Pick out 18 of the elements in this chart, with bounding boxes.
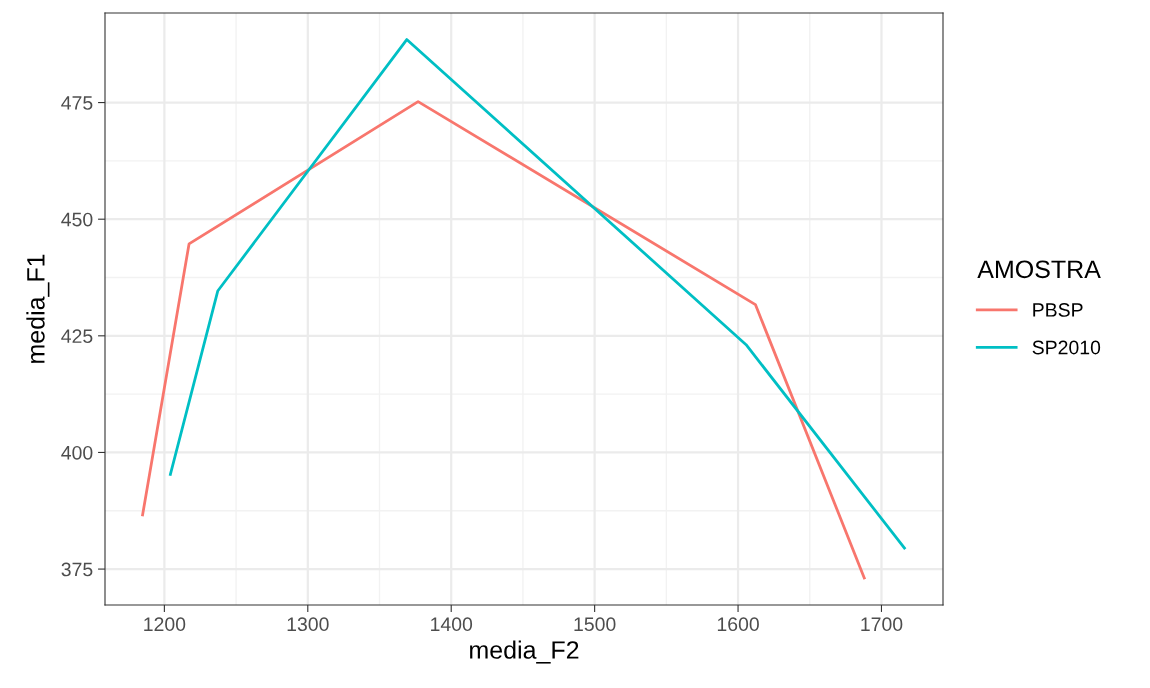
y-tick-label: 425	[61, 329, 93, 344]
x-tick-label: 1600	[717, 617, 759, 632]
x-tick-label: 1700	[861, 617, 903, 632]
legend-title: AMOSTRA	[977, 260, 1101, 279]
y-axis-title: media_F1	[26, 254, 50, 363]
line-series	[141, 100, 866, 580]
x-tick-label: 1400	[431, 617, 473, 632]
legend-label: PBSP	[1033, 303, 1083, 317]
y-tick-label: 400	[61, 445, 93, 460]
x-tick-label: 1500	[574, 617, 616, 632]
x-axis-title: media_F2	[470, 640, 579, 664]
y-tick-label: 450	[61, 212, 93, 227]
y-tick-label: 475	[61, 96, 93, 110]
x-tick-label: 1200	[144, 617, 186, 632]
legend-label: SP2010	[1032, 340, 1101, 355]
line-series	[169, 38, 906, 550]
x-tick-label: 1300	[287, 617, 329, 632]
y-tick-label: 375	[61, 562, 93, 577]
